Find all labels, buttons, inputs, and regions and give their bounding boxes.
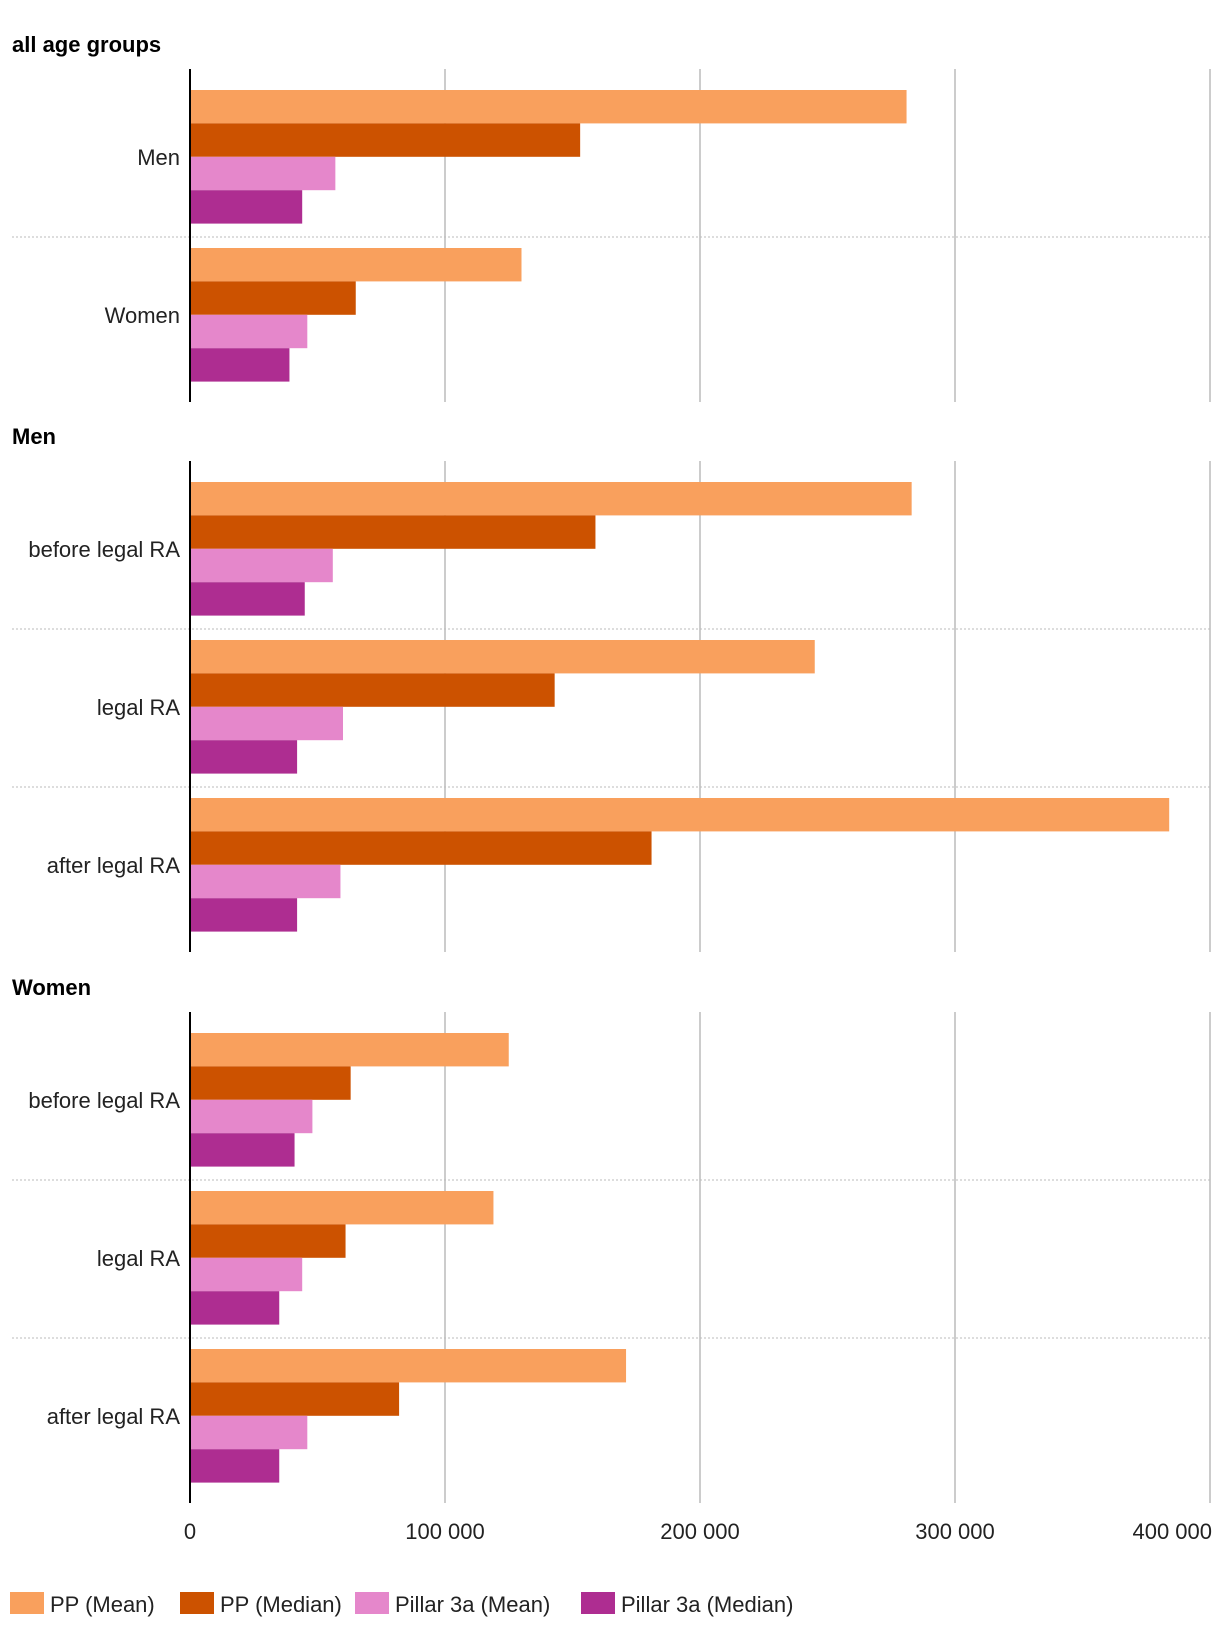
bar-pillar-3a-mean — [190, 1415, 308, 1450]
category-label: after legal RA — [47, 853, 181, 878]
legend-label: Pillar 3a (Mean) — [395, 1592, 550, 1617]
category-label: Women — [105, 303, 180, 328]
bar-pp-median — [190, 515, 596, 549]
panel-title: Women — [12, 975, 91, 1000]
panel-title: all age groups — [12, 32, 161, 57]
legend-label: Pillar 3a (Median) — [621, 1592, 793, 1617]
bar-pp-mean — [190, 248, 522, 282]
category-label: before legal RA — [28, 1088, 180, 1113]
bar-pp-mean — [190, 640, 815, 674]
x-tick-label: 100 000 — [405, 1519, 485, 1544]
bar-pp-median — [190, 1382, 400, 1416]
bar-pp-mean — [190, 1191, 494, 1225]
bar-pp-mean — [190, 1349, 627, 1383]
bar-pillar-3a-mean — [190, 864, 341, 899]
category-label: after legal RA — [47, 1404, 181, 1429]
category-label: before legal RA — [28, 537, 180, 562]
bar-pillar-3a-median — [190, 190, 303, 224]
bar-pillar-3a-median — [190, 740, 298, 774]
panel-title: Men — [12, 424, 56, 449]
category-label: legal RA — [97, 695, 180, 720]
bar-pp-median — [190, 123, 581, 157]
legend-swatch — [10, 1592, 44, 1614]
bar-pillar-3a-median — [190, 348, 290, 382]
bar-pp-median — [190, 281, 356, 315]
legend-swatch — [180, 1592, 214, 1614]
x-tick-label: 0 — [184, 1519, 196, 1544]
bar-pillar-3a-mean — [190, 314, 308, 349]
bar-pillar-3a-mean — [190, 548, 333, 583]
bar-pillar-3a-mean — [190, 156, 336, 191]
legend-label: PP (Median) — [220, 1592, 342, 1617]
bar-pp-median — [190, 831, 652, 865]
bar-pillar-3a-mean — [190, 1257, 303, 1292]
bar-pillar-3a-median — [190, 1291, 280, 1325]
x-tick-label: 400 000 — [1132, 1519, 1212, 1544]
bar-pillar-3a-mean — [190, 1099, 313, 1134]
bar-pp-mean — [190, 482, 912, 516]
bar-pillar-3a-median — [190, 898, 298, 932]
legend-label: PP (Mean) — [50, 1592, 155, 1617]
bar-pp-mean — [190, 1033, 509, 1067]
category-label: Men — [137, 145, 180, 170]
bar-pp-mean — [190, 90, 907, 124]
bar-pp-median — [190, 673, 555, 707]
bar-pillar-3a-median — [190, 1133, 295, 1167]
x-tick-label: 200 000 — [660, 1519, 740, 1544]
x-tick-label: 300 000 — [915, 1519, 995, 1544]
bar-pillar-3a-median — [190, 1449, 280, 1483]
bar-pillar-3a-median — [190, 582, 305, 616]
category-label: legal RA — [97, 1246, 180, 1271]
legend-swatch — [581, 1592, 615, 1614]
bar-pp-median — [190, 1224, 346, 1258]
bar-pp-mean — [190, 798, 1170, 832]
bar-pillar-3a-mean — [190, 706, 343, 741]
bar-pp-median — [190, 1066, 351, 1100]
legend-swatch — [355, 1592, 389, 1614]
